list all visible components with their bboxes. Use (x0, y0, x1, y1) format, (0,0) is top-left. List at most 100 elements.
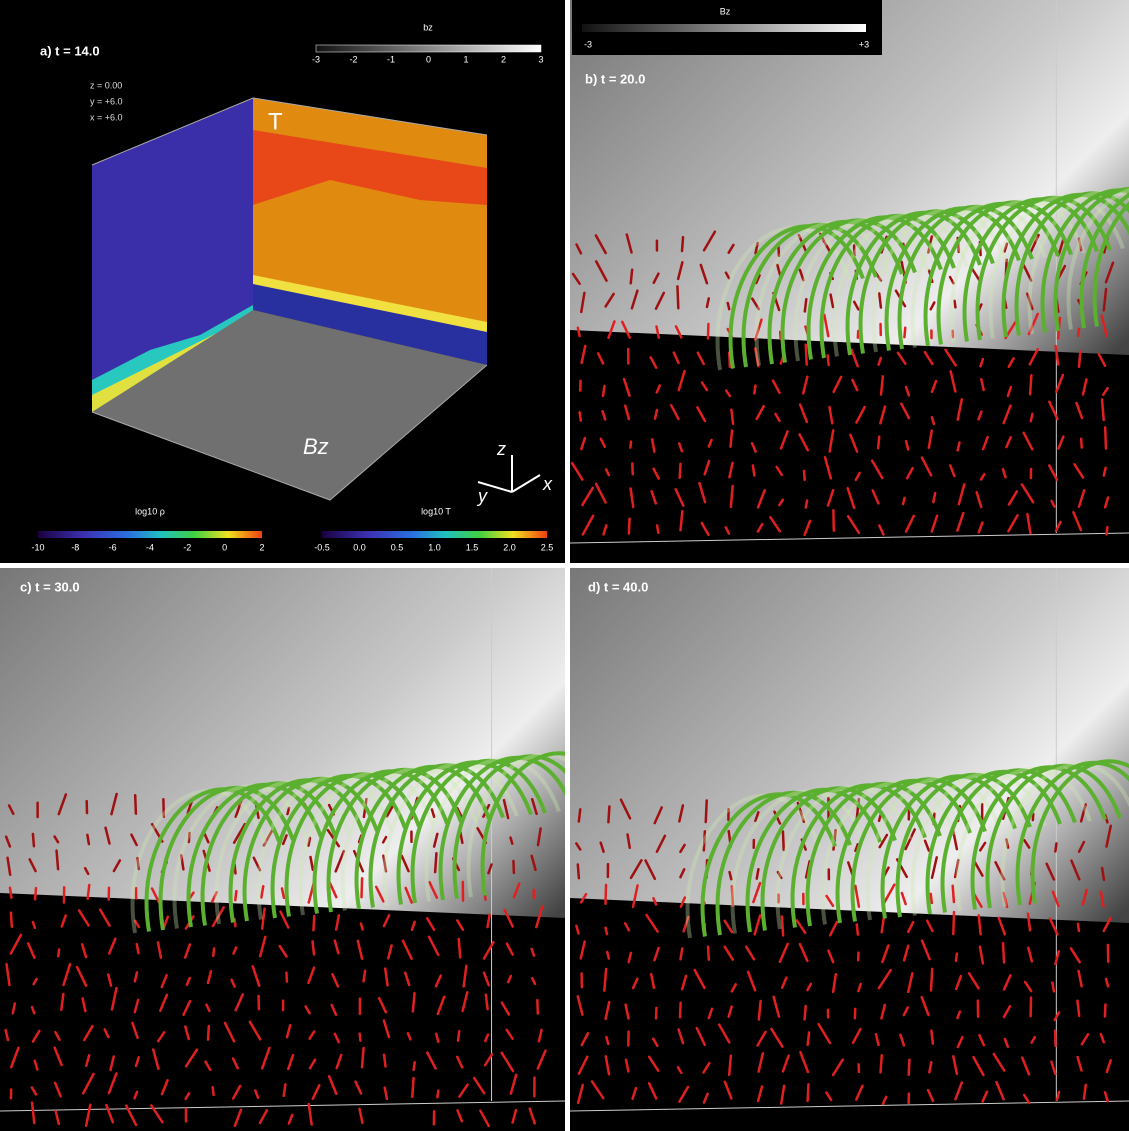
vector-arrow (235, 919, 236, 926)
vector-arrow (731, 410, 733, 424)
vector-arrow (604, 969, 606, 990)
vector-arrow (881, 1055, 882, 1072)
colorbar-tick: -8 (71, 542, 79, 552)
vector-arrow (757, 869, 759, 878)
coord: y = +6.0 (90, 96, 123, 106)
vector-arrow (804, 471, 805, 480)
vector-arrow (731, 430, 733, 446)
vector-arrow (956, 954, 957, 961)
vector-arrow (953, 912, 954, 934)
colorbar-tick: 0 (426, 54, 431, 64)
vector-arrow (287, 808, 289, 814)
vector-arrow (313, 916, 314, 930)
colorbar-title: log10 T (421, 506, 451, 516)
vector-arrow (808, 1084, 809, 1101)
vector-arrow (677, 286, 678, 308)
colorbar (38, 531, 262, 538)
axis-label: y (476, 486, 488, 506)
vector-arrow (1031, 414, 1033, 421)
vector-arrow (137, 944, 139, 953)
vector-arrow (88, 885, 90, 899)
colorbar-tick: 2 (259, 542, 264, 552)
colorbar-tick: 1 (463, 54, 468, 64)
vector-arrow (11, 913, 12, 927)
colorbar (316, 45, 541, 52)
vector-arrow (782, 917, 783, 936)
vector-arrow (680, 948, 682, 959)
vector-arrow (412, 1078, 413, 1097)
vector-arrow (931, 969, 932, 990)
vector-arrow (284, 1084, 286, 1095)
vector-arrow (459, 939, 460, 957)
vector-arrow (313, 942, 314, 955)
colorbar-title: log10 ρ (135, 506, 165, 516)
vector-arrow (57, 851, 59, 870)
colorbar (322, 531, 547, 538)
panel-label: d) t = 40.0 (588, 579, 648, 594)
colorbar (582, 24, 866, 32)
vector-arrow (606, 1037, 608, 1044)
vector-arrow (578, 865, 579, 879)
vector-arrow (904, 328, 905, 337)
colorbar-tick: 2.0 (503, 542, 516, 552)
vector-arrow (857, 924, 858, 934)
vector-arrow (437, 1091, 438, 1098)
vector-arrow (806, 345, 807, 365)
vector-arrow (1078, 329, 1079, 336)
vector-arrow (706, 800, 707, 822)
vector-arrow (1078, 924, 1079, 931)
vector-arrow (35, 888, 36, 899)
vector-arrow (1107, 527, 1108, 534)
vector-arrow (1079, 351, 1080, 366)
vector-arrow (879, 293, 881, 307)
vector-arrow (1077, 1001, 1079, 1016)
vector-arrow (10, 888, 11, 898)
vector-arrow (606, 928, 607, 934)
vector-arrow (208, 1026, 209, 1039)
axis-label: z (496, 439, 506, 459)
vector-arrow (629, 519, 630, 534)
vector-arrow (384, 1055, 386, 1067)
colorbar-tick: -2 (349, 54, 357, 64)
panel-label: c) t = 30.0 (20, 579, 80, 594)
vector-arrow (361, 924, 363, 930)
vector-arrow (486, 995, 488, 1009)
colorbar-tick: 1.5 (466, 542, 479, 552)
colorbar-tick: +3 (859, 39, 869, 49)
vector-arrow (805, 1006, 806, 1019)
vector-arrow (362, 878, 363, 897)
vector-arrow (828, 355, 829, 365)
colorbar-title: Bz (720, 6, 731, 16)
vector-arrow (631, 270, 632, 283)
vector-arrow (754, 386, 755, 394)
colorbar-tick: -10 (31, 542, 44, 552)
colorbar-tick: -0.5 (314, 542, 330, 552)
face-label: Bz (303, 434, 329, 459)
vector-arrow (953, 886, 954, 902)
colorbar-tick: -6 (109, 542, 117, 552)
vector-arrow (607, 952, 609, 958)
vector-arrow (931, 894, 932, 903)
vector-arrow (1030, 375, 1031, 394)
vector-arrow (579, 809, 580, 821)
vector-arrow (630, 442, 631, 448)
vector-arrow (1105, 427, 1106, 448)
coord: x = +6.0 (90, 112, 123, 122)
vector-arrow (608, 806, 609, 822)
vector-arrow (413, 993, 415, 1011)
vector-arrow (511, 838, 513, 844)
vector-arrow (753, 465, 755, 475)
vector-arrow (805, 299, 806, 311)
colorbar-tick: 0.5 (391, 542, 404, 552)
colorbar-tick: -1 (387, 54, 395, 64)
vector-arrow (708, 947, 709, 960)
colorbar-tick: 2.5 (541, 542, 554, 552)
vector-arrow (806, 501, 807, 508)
vector-arrow (458, 1031, 459, 1040)
vector-arrow (213, 948, 214, 955)
vector-arrow (364, 971, 366, 981)
vector-arrow (728, 303, 729, 309)
vector-arrow (903, 498, 904, 504)
coord: z = 0.00 (90, 80, 122, 90)
vector-arrow (435, 853, 436, 872)
